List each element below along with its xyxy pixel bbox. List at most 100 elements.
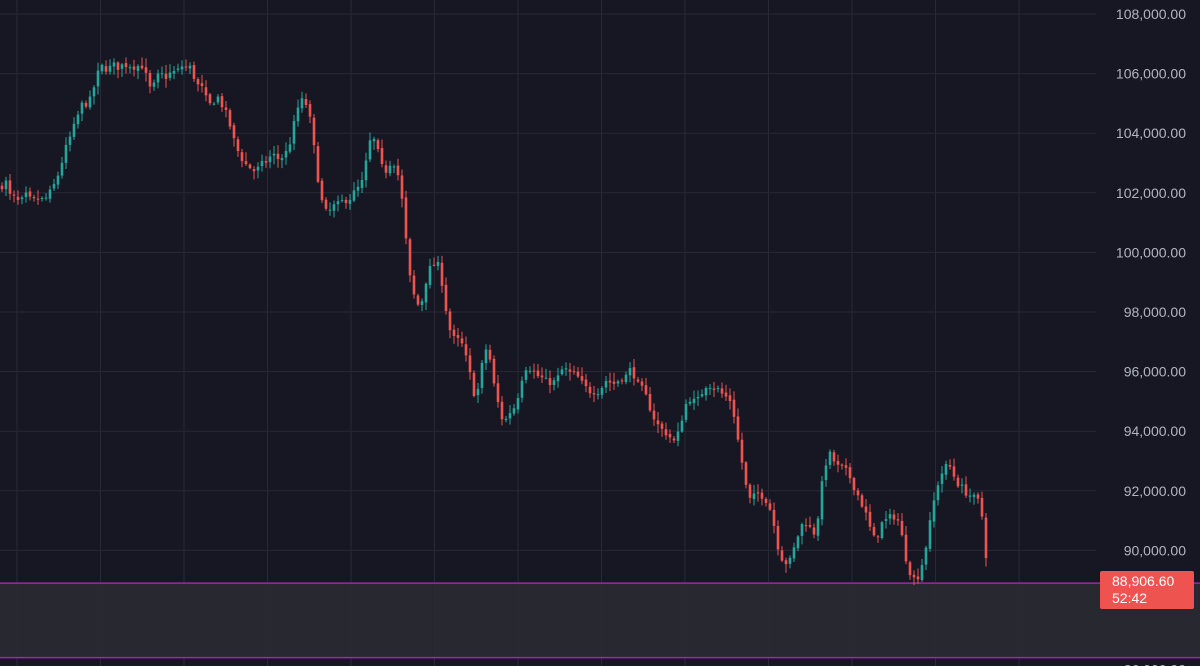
candle-body — [60, 162, 64, 176]
candle-body — [956, 477, 960, 487]
y-axis-ticks: 108,000.00 106,000.00 104,000.00 102,000.00… — [1116, 6, 1186, 666]
candle-body — [484, 349, 488, 364]
candle-body — [212, 103, 216, 105]
candle-body — [580, 376, 584, 381]
candle-body — [640, 381, 644, 386]
candle-body — [4, 180, 8, 190]
candle-body — [424, 283, 428, 303]
candle-body — [64, 144, 68, 163]
candle-body — [240, 152, 244, 162]
candle-body — [256, 166, 260, 171]
candle-body — [740, 439, 744, 463]
candle-body — [48, 189, 52, 199]
candle-body — [828, 451, 832, 465]
candle-body — [912, 574, 916, 578]
candle-body — [68, 136, 72, 145]
candle-body — [772, 509, 776, 526]
candle-body — [736, 416, 740, 440]
candle-body — [112, 62, 116, 67]
candle-body — [896, 519, 900, 521]
candle-body — [976, 494, 980, 499]
y-tick-label: 86,000.00 — [1124, 662, 1186, 666]
support-zone — [0, 582, 1200, 659]
candle-body — [360, 180, 364, 188]
candle-body — [868, 511, 872, 527]
candle-body — [448, 311, 452, 331]
candle-body — [704, 387, 708, 396]
candle-body — [460, 338, 464, 344]
candle-body — [80, 102, 84, 114]
candle-body — [560, 369, 564, 375]
candle-body — [304, 99, 308, 105]
candle-body — [368, 140, 372, 160]
candle-body — [960, 484, 964, 486]
candle-body — [872, 527, 876, 536]
candle-body — [108, 65, 112, 72]
candle-body — [32, 197, 36, 199]
candle-body — [376, 140, 380, 150]
candle-body — [388, 165, 392, 174]
candle-body — [796, 536, 800, 549]
candle-body — [124, 63, 128, 68]
candle-body — [0, 185, 4, 190]
candle-body — [328, 209, 332, 211]
candle-body — [852, 477, 856, 491]
candle-body — [260, 160, 264, 167]
candle-body — [932, 500, 936, 522]
candle-body — [848, 467, 852, 479]
candle-body — [700, 394, 704, 397]
candle-body — [296, 107, 300, 122]
candle-body — [672, 438, 676, 441]
candle-body — [784, 560, 788, 565]
candle-body — [928, 520, 932, 549]
candle-body — [664, 429, 668, 436]
candle-body — [416, 295, 420, 305]
candle-body — [764, 498, 768, 503]
candle-body — [944, 464, 948, 475]
y-tick-label: 102,000.00 — [1116, 185, 1186, 201]
candle-body — [628, 368, 632, 376]
candle-body — [340, 200, 344, 202]
candle-body — [104, 66, 108, 72]
candle-body — [396, 165, 400, 176]
candle-body — [488, 349, 492, 360]
candle-body — [544, 377, 548, 379]
candle-body — [92, 87, 96, 97]
candle-body — [100, 64, 104, 72]
candle-body — [660, 423, 664, 429]
candle-body — [164, 73, 168, 79]
candle-body — [208, 94, 212, 104]
candle-body — [472, 372, 476, 397]
candle-body — [524, 370, 528, 380]
candle-body — [372, 138, 376, 142]
candles — [0, 57, 988, 586]
candle-body — [528, 370, 532, 372]
candle-body — [512, 408, 516, 414]
candle-body — [832, 452, 836, 462]
y-tick-label: 94,000.00 — [1124, 423, 1186, 439]
candle-body — [856, 490, 860, 496]
candle-body — [804, 525, 808, 527]
candle-body — [428, 265, 432, 285]
candle-body — [636, 379, 640, 382]
candle-body — [232, 125, 236, 139]
candle-body — [824, 465, 828, 481]
horizontal-gridlines — [0, 13, 1096, 551]
candle-body — [780, 550, 784, 561]
candle-body — [744, 462, 748, 485]
candle-body — [972, 494, 976, 497]
candle-body — [420, 301, 424, 306]
candle-body — [200, 83, 204, 86]
candle-body — [692, 398, 696, 404]
candle-body — [880, 522, 884, 539]
candle-body — [624, 374, 628, 382]
candle-body — [620, 380, 624, 382]
candle-body — [792, 547, 796, 559]
candle-body — [344, 199, 348, 204]
candle-body — [576, 371, 580, 377]
candle-body — [480, 362, 484, 389]
candle-body — [160, 73, 164, 75]
candle-body — [876, 536, 880, 538]
